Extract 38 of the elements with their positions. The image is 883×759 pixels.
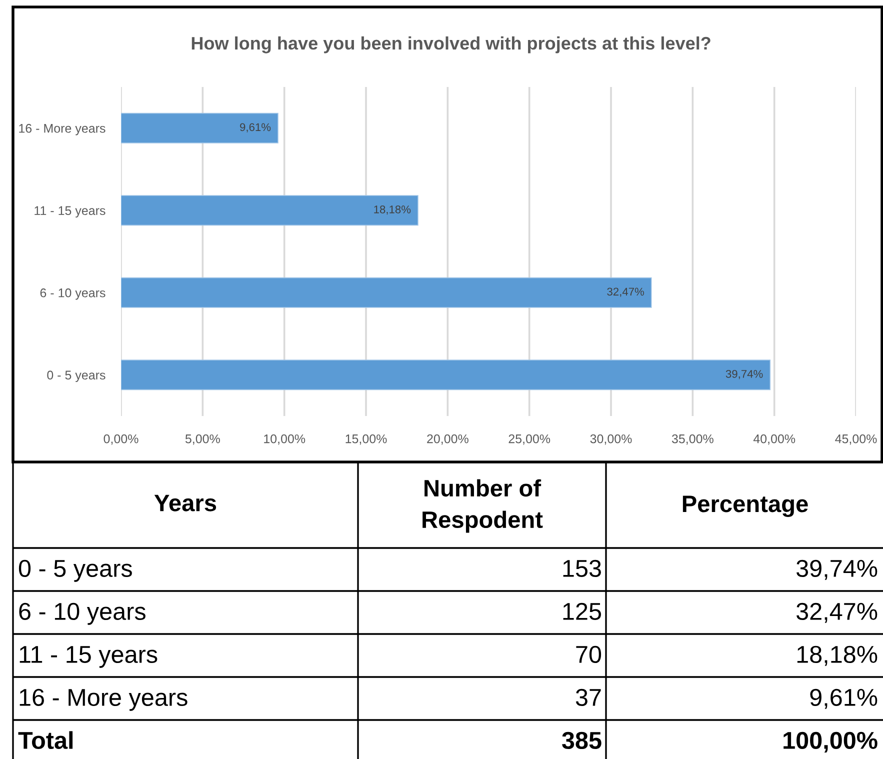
x-tick-label: 35,00% xyxy=(672,434,714,445)
data-label: 18,18% xyxy=(374,205,411,215)
data-label: 18,18% xyxy=(797,646,878,666)
x-tick-label: 25,00% xyxy=(508,434,550,445)
data-label: 32,47% xyxy=(607,288,644,297)
bar xyxy=(121,360,771,390)
data-label: 39,74% xyxy=(796,560,878,580)
y-tick-label: 11 - 15 years xyxy=(34,206,106,218)
text: Years xyxy=(154,494,216,512)
bar xyxy=(121,112,278,144)
y-tick-label: 16 - More years xyxy=(19,124,106,136)
x-tick-label: 30,00% xyxy=(590,434,632,445)
data-label: 125 xyxy=(563,602,601,620)
text: Percentage xyxy=(682,496,808,518)
x-tick-label: 20,00% xyxy=(427,434,468,445)
data-label: 100,00% xyxy=(784,732,878,753)
x-tick-label: 15,00% xyxy=(346,434,387,445)
data-label: 37 xyxy=(576,688,601,706)
x-tick-label: 45,00% xyxy=(835,434,877,445)
text: Number of Respodent xyxy=(422,479,543,533)
x-tick-label: 40,00% xyxy=(753,434,796,445)
bar xyxy=(121,195,418,226)
x-tick-label: 10,00% xyxy=(264,434,306,445)
category-label: Total xyxy=(18,731,73,750)
data-label: 9,61% xyxy=(240,123,271,132)
x-tick-label: 5,00% xyxy=(185,434,220,445)
data-label: 153 xyxy=(563,560,601,578)
data-label: 385 xyxy=(562,732,602,750)
bar xyxy=(121,277,652,308)
category-label: 16 - More years xyxy=(20,688,188,711)
data-label: 39,74% xyxy=(726,370,763,380)
y-tick-label: 6 - 10 years xyxy=(40,288,106,300)
data-label: 9,61% xyxy=(810,688,878,709)
data-label: 32,47% xyxy=(796,602,878,623)
data-label: 70 xyxy=(576,646,602,664)
chart-title: How long have you been involved with projects at this level? xyxy=(192,36,710,54)
x-tick-label: 0,00% xyxy=(104,434,138,445)
y-tick-label: 0 - 5 years xyxy=(47,370,106,382)
